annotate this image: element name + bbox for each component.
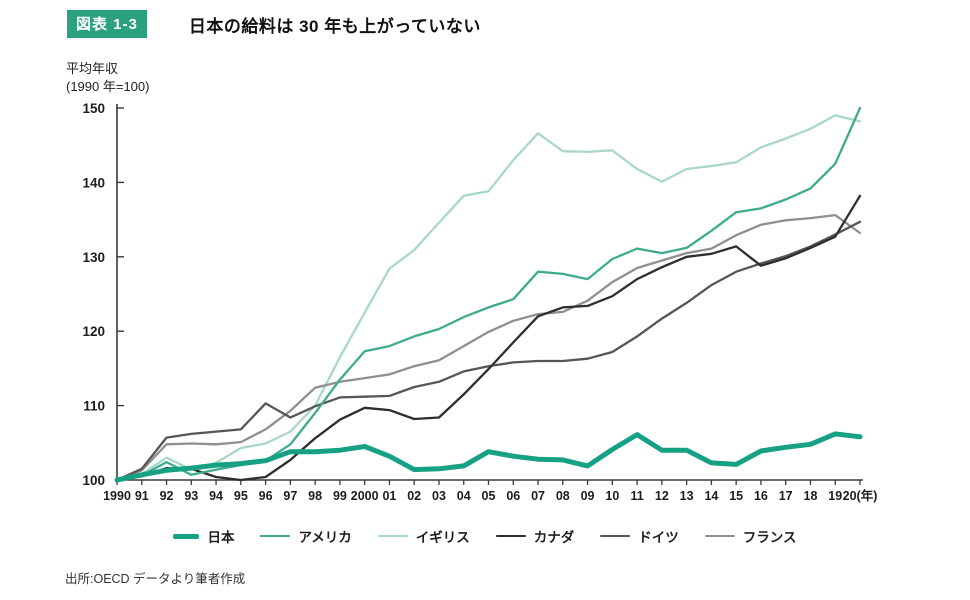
source-note: 出所:OECD データより筆者作成 xyxy=(65,572,246,586)
x-tick-label: 16 xyxy=(754,489,768,503)
y-axis-title-line1: 平均年収 xyxy=(66,61,119,76)
x-tick-label: 02 xyxy=(407,489,421,503)
x-tick-label: 01 xyxy=(382,489,396,503)
x-tick-label: 98 xyxy=(308,489,322,503)
legend-label-uk: イギリス xyxy=(415,530,470,545)
x-tick-label: 91 xyxy=(135,489,149,503)
y-tick-label: 130 xyxy=(82,250,105,265)
series-line-uk xyxy=(115,114,862,482)
x-tick-label: 07 xyxy=(531,489,545,503)
legend-item-germany: ドイツ xyxy=(600,526,679,546)
x-tick-label: 04 xyxy=(457,489,471,503)
x-tick-label: 09 xyxy=(581,489,595,503)
legend-item-uk: イギリス xyxy=(377,526,470,546)
x-tick-label: 97 xyxy=(283,489,297,503)
x-tick-label: 13 xyxy=(680,489,694,503)
y-tick-label: 110 xyxy=(83,399,105,414)
y-tick-label: 100 xyxy=(82,473,105,488)
x-tick-label: 18 xyxy=(804,489,818,503)
series-line-japan xyxy=(114,431,863,483)
x-tick-label: 99 xyxy=(333,489,347,503)
legend-item-japan: 日本 xyxy=(173,526,234,546)
x-tick-label: 1990 xyxy=(103,489,131,503)
x-tick-label: 14 xyxy=(704,489,718,503)
x-tick-label: 93 xyxy=(184,489,198,503)
y-tick-label: 120 xyxy=(82,324,105,339)
chart-legend: 日本 アメリカ イギリス カナダ ドイツ フランス xyxy=(0,526,970,546)
y-tick-label: 150 xyxy=(82,101,105,116)
x-tick-label: 15 xyxy=(729,489,743,503)
legend-label-germany: ドイツ xyxy=(638,530,679,545)
page-title: 日本の給料は 30 年も上がっていない xyxy=(188,16,481,36)
series-line-germany xyxy=(115,220,862,482)
chart-header: 図表 1-3 日本の給料は 30 年も上がっていない xyxy=(67,10,481,38)
x-tick-label: 05 xyxy=(482,489,496,503)
x-tick-label: 96 xyxy=(259,489,273,503)
x-tick-label: 20(年) xyxy=(843,488,878,503)
legend-swatch-uk xyxy=(377,534,408,538)
series-line-france xyxy=(115,213,862,482)
legend-label-canada: カナダ xyxy=(533,530,575,545)
legend-swatch-canada xyxy=(495,534,526,538)
x-tick-label: 17 xyxy=(779,489,793,503)
legend-swatch-germany xyxy=(600,534,631,538)
legend-swatch-usa xyxy=(260,534,291,538)
legend-item-usa: アメリカ xyxy=(260,526,352,546)
y-tick-label: 140 xyxy=(82,175,105,190)
series-line-canada xyxy=(115,194,862,482)
legend-label-france: フランス xyxy=(742,530,797,545)
legend-swatch-japan xyxy=(173,533,200,539)
legend-label-japan: 日本 xyxy=(207,530,235,545)
x-tick-label: 03 xyxy=(432,489,446,503)
x-tick-label: 11 xyxy=(630,489,643,503)
legend-item-canada: カナダ xyxy=(495,526,575,546)
x-tick-label: 2000 xyxy=(351,489,379,503)
x-tick-label: 92 xyxy=(160,489,174,503)
figure-number-badge: 図表 1-3 xyxy=(67,10,147,38)
y-axis-title: 平均年収 (1990 年=100) xyxy=(66,60,149,95)
legend-label-usa: アメリカ xyxy=(298,530,352,545)
x-tick-label: 19 xyxy=(828,489,842,503)
y-axis-title-line2: (1990 年=100) xyxy=(66,78,150,94)
x-tick-label: 06 xyxy=(506,489,520,503)
x-tick-label: 94 xyxy=(209,489,223,503)
x-tick-label: 10 xyxy=(605,489,619,503)
legend-item-france: フランス xyxy=(704,526,797,546)
x-tick-label: 12 xyxy=(655,489,669,503)
x-tick-label: 08 xyxy=(556,489,570,503)
series-line-usa xyxy=(115,106,862,482)
x-tick-label: 95 xyxy=(234,489,248,503)
legend-swatch-france xyxy=(704,534,735,538)
